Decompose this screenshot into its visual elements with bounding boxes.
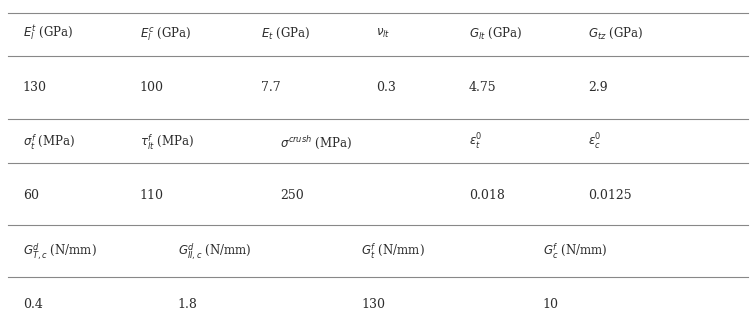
Text: 4.75: 4.75 bbox=[469, 81, 497, 94]
Text: $G_t^f$ (N/mm): $G_t^f$ (N/mm) bbox=[361, 242, 425, 261]
Text: 0.0125: 0.0125 bbox=[588, 189, 632, 203]
Text: $E_l^c$ (GPa): $E_l^c$ (GPa) bbox=[140, 25, 191, 43]
Text: 60: 60 bbox=[23, 189, 39, 203]
Text: $\sigma_t^f$ (MPa): $\sigma_t^f$ (MPa) bbox=[23, 133, 75, 152]
Text: $E_l^t$ (GPa): $E_l^t$ (GPa) bbox=[23, 24, 73, 44]
Text: 0.4: 0.4 bbox=[23, 298, 42, 311]
Text: 130: 130 bbox=[361, 298, 386, 311]
Text: $\varepsilon_t^0$: $\varepsilon_t^0$ bbox=[469, 132, 482, 152]
Text: $G_{tz}$ (GPa): $G_{tz}$ (GPa) bbox=[588, 26, 643, 41]
Text: 0.018: 0.018 bbox=[469, 189, 504, 203]
Text: 250: 250 bbox=[280, 189, 303, 203]
Text: $G_{lt}$ (GPa): $G_{lt}$ (GPa) bbox=[469, 26, 522, 41]
Text: 0.3: 0.3 bbox=[376, 81, 396, 94]
Text: 130: 130 bbox=[23, 81, 47, 94]
Text: $\tau_{lt}^f$ (MPa): $\tau_{lt}^f$ (MPa) bbox=[140, 133, 194, 152]
Text: 10: 10 bbox=[543, 298, 559, 311]
Text: $G_{T,c}^d$ (N/mm): $G_{T,c}^d$ (N/mm) bbox=[23, 241, 97, 262]
Text: $G_{II,c}^d$ (N/mm): $G_{II,c}^d$ (N/mm) bbox=[178, 241, 251, 262]
Text: 100: 100 bbox=[140, 81, 164, 94]
Text: 2.9: 2.9 bbox=[588, 81, 608, 94]
Text: 7.7: 7.7 bbox=[261, 81, 280, 94]
Text: $G_c^f$ (N/mm): $G_c^f$ (N/mm) bbox=[543, 242, 607, 261]
Text: 1.8: 1.8 bbox=[178, 298, 197, 311]
Text: $E_t$ (GPa): $E_t$ (GPa) bbox=[261, 26, 310, 41]
Text: $\sigma^{crush}$ (MPa): $\sigma^{crush}$ (MPa) bbox=[280, 134, 352, 151]
Text: $\nu_{lt}$: $\nu_{lt}$ bbox=[376, 27, 391, 40]
Text: $\varepsilon_c^0$: $\varepsilon_c^0$ bbox=[588, 132, 602, 152]
Text: 110: 110 bbox=[140, 189, 164, 203]
